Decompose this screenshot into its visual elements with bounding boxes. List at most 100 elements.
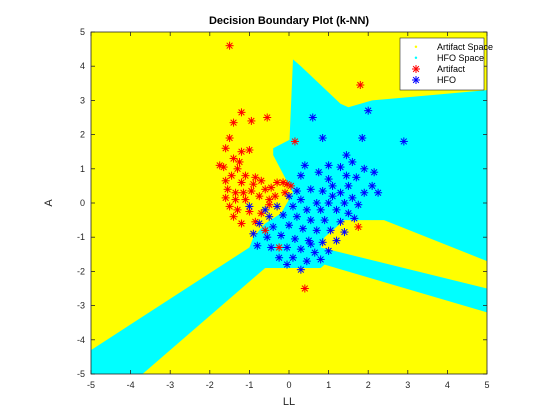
hfo-point — [340, 199, 349, 207]
hfo-point — [306, 216, 315, 225]
legend-label-artifact: Artifact — [437, 64, 466, 74]
hfo-point — [261, 205, 270, 214]
artifact-point — [231, 188, 240, 197]
artifact-point — [356, 81, 365, 90]
x-tick-label: -4 — [127, 380, 135, 390]
y-tick-label: -3 — [77, 301, 85, 311]
artifact-point — [245, 145, 254, 154]
hfo-point — [290, 234, 299, 243]
hfo-point — [245, 202, 254, 211]
artifact-point — [241, 195, 250, 204]
artifact-point — [233, 205, 242, 214]
artifact-point — [237, 178, 246, 187]
hfo-point — [332, 236, 341, 245]
hfo-point — [273, 202, 282, 211]
artifact-point — [255, 192, 264, 201]
y-tick-label: -4 — [77, 335, 85, 345]
hfo-point — [308, 113, 317, 122]
hfo-point — [296, 245, 305, 254]
artifact-point — [221, 144, 230, 153]
hfo-point — [326, 226, 335, 235]
hfo-point — [312, 199, 321, 207]
artifact-point — [286, 181, 295, 190]
hfo-point — [344, 209, 353, 218]
hfo-point — [336, 163, 345, 172]
hfo-point — [360, 164, 369, 173]
hfo-point — [328, 192, 337, 201]
artifact-point — [275, 243, 284, 252]
artifact-point — [233, 164, 242, 173]
hfo-point — [312, 226, 321, 235]
artifact-point — [251, 173, 260, 182]
artifact-point — [223, 185, 232, 194]
y-tick-label: 0 — [80, 198, 85, 208]
hfo-point — [310, 248, 319, 257]
hfo-point — [255, 219, 264, 228]
hfo-point — [352, 173, 361, 182]
hfo-point — [292, 187, 301, 196]
decision-regions — [91, 32, 487, 374]
artifact-point — [354, 222, 363, 231]
artifact-point — [227, 171, 236, 180]
hfo-point — [324, 246, 333, 255]
hfo-point — [265, 212, 274, 221]
x-tick-label: 4 — [445, 380, 450, 390]
artifact-point — [237, 108, 246, 117]
data-points — [215, 41, 408, 293]
hfo-point — [296, 171, 305, 180]
hfo-point — [318, 238, 327, 247]
hfo-point — [300, 161, 309, 170]
artifact-point — [265, 200, 274, 209]
hfo-point — [275, 253, 284, 262]
hfo-point — [269, 222, 278, 231]
artifact-point — [261, 226, 270, 235]
hfo-point — [288, 253, 297, 262]
artifact-point — [237, 219, 246, 228]
hfo-point — [320, 216, 329, 225]
hfo-point — [285, 221, 293, 230]
hfo-point — [302, 205, 311, 214]
hfo-point — [316, 255, 325, 264]
hfo-point — [354, 200, 363, 209]
y-tick-label: -2 — [77, 266, 85, 276]
hfo-point — [249, 229, 258, 238]
artifact-point — [241, 171, 250, 180]
hfo-point — [277, 231, 286, 240]
plot-area — [91, 32, 487, 374]
x-tick-label: -2 — [206, 380, 214, 390]
y-axis-label: A — [43, 199, 55, 207]
legend-label-hfo-space: HFO Space — [437, 53, 484, 63]
hfo-point — [342, 171, 351, 180]
artifact-point — [225, 134, 234, 143]
y-axis-ticks: -5 -4 -3 -2 -1 0 1 2 3 4 5 — [77, 27, 487, 379]
hfo-point — [283, 260, 292, 269]
hfo-point — [324, 175, 333, 184]
y-tick-label: -5 — [77, 369, 85, 379]
y-tick-label: -1 — [77, 232, 85, 242]
legend-entry-artifact-space: • Artifact Space — [414, 42, 493, 52]
hfo-point — [283, 243, 292, 252]
artifact-point — [229, 118, 238, 127]
artifact-point — [237, 147, 246, 156]
x-tick-label: 0 — [286, 380, 291, 390]
artifact-point — [271, 192, 280, 201]
y-tick-label: 1 — [80, 164, 85, 174]
artifact-point — [257, 176, 266, 185]
x-tick-label: -5 — [87, 380, 95, 390]
artifact-point — [261, 185, 270, 194]
hfo-point — [358, 134, 367, 143]
legend-entry-hfo-space: • HFO Space — [414, 53, 484, 63]
hfo-point — [350, 214, 359, 223]
legend-marker-hfo-space: • — [414, 53, 417, 63]
chart-title: Decision Boundary Plot (k-NN) — [209, 15, 369, 27]
artifact-point — [221, 176, 230, 185]
hfo-point — [318, 134, 327, 143]
artifact-point — [215, 161, 224, 170]
hfo-point — [342, 151, 351, 160]
hfo-point — [360, 188, 369, 197]
hfo-point — [368, 181, 377, 190]
hfo-point — [364, 106, 373, 115]
hfo-point — [348, 193, 357, 202]
hfo-point — [296, 195, 305, 204]
